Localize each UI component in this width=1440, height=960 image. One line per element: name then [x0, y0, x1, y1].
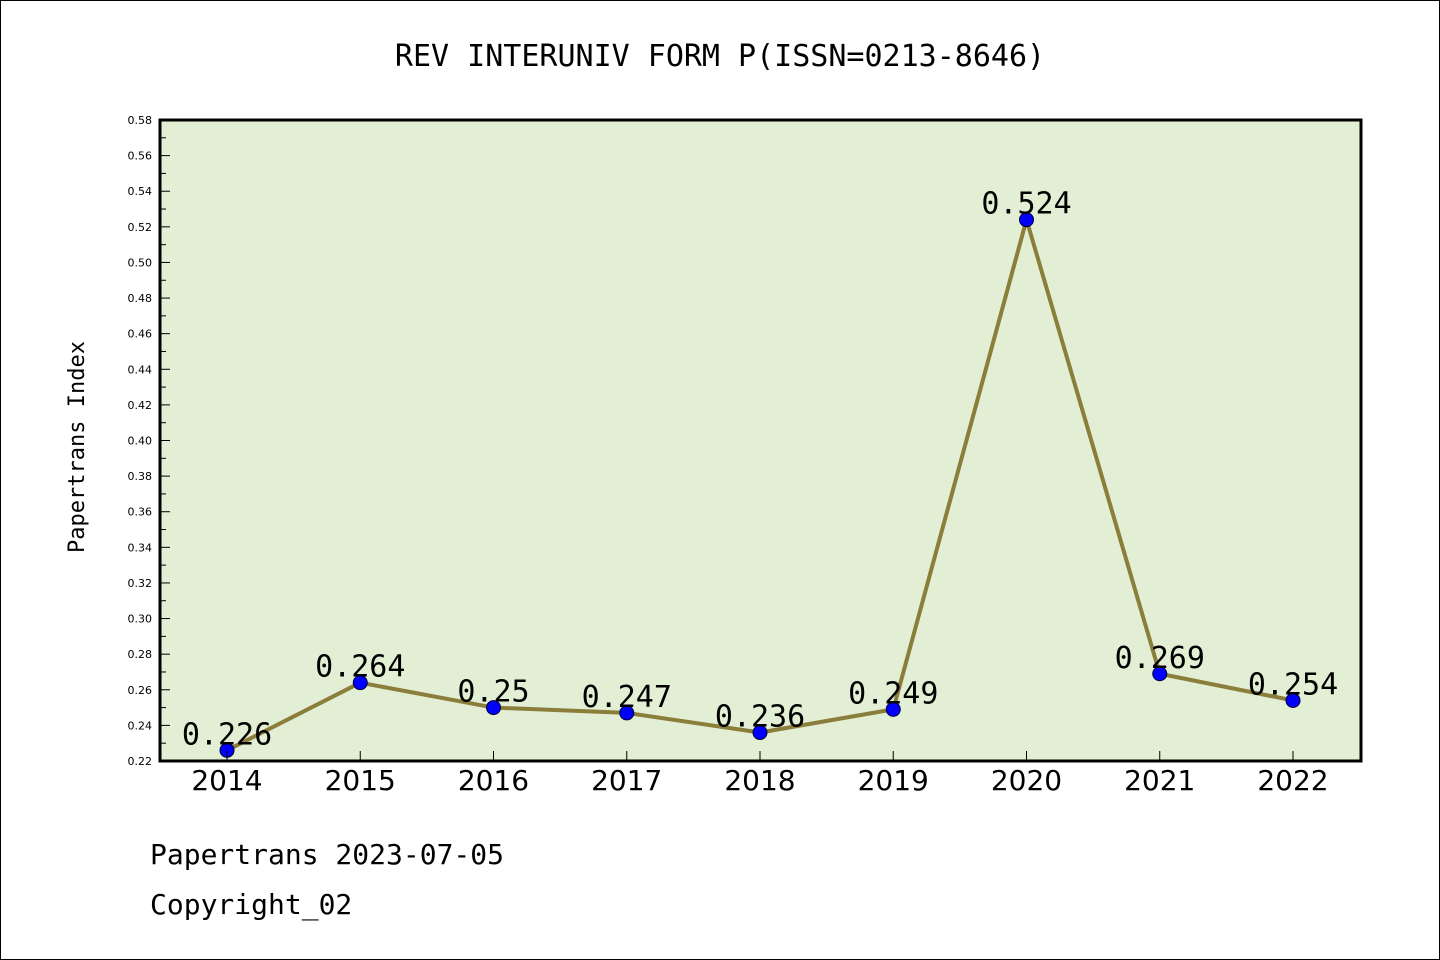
data-point-marker — [1152, 666, 1168, 682]
y-tick-label: 0.50 — [128, 256, 153, 269]
data-label: 0.236 — [715, 700, 805, 735]
data-label: 0.264 — [315, 650, 405, 685]
x-tick-label: 2022 — [1257, 764, 1328, 797]
y-tick-label: 0.36 — [128, 506, 153, 519]
data-label: 0.226 — [182, 717, 272, 752]
y-tick-label: 0.54 — [128, 185, 153, 198]
x-tick-label: 2021 — [1124, 764, 1195, 797]
x-tick-label: 2015 — [325, 764, 396, 797]
plot-area — [160, 120, 1361, 761]
data-point-marker — [352, 675, 368, 691]
footer-date: Papertrans 2023-07-05 — [150, 838, 504, 871]
x-tick-label: 2020 — [991, 764, 1062, 797]
x-tick-label: 2016 — [458, 764, 529, 797]
y-tick-label: 0.42 — [128, 399, 153, 412]
y-tick-label: 0.46 — [128, 328, 153, 341]
x-tick-label: 2019 — [858, 764, 929, 797]
plot-border — [158, 118, 1363, 763]
x-tick-label: 2014 — [191, 764, 262, 797]
y-axis: 0.22 0.24 0.26 0.28 0.30 0.32 0.34 0.36 0.38 0.40… — [128, 114, 170, 768]
data-marker-group — [219, 212, 1301, 758]
y-tick-label: 0.22 — [128, 755, 153, 768]
y-axis-label: Papertrans Index — [65, 341, 90, 553]
y-tick-label: 0.52 — [128, 221, 153, 234]
data-label: 0.524 — [981, 187, 1071, 222]
data-label: 0.269 — [1115, 641, 1205, 676]
y-tick-label: 0.34 — [128, 541, 153, 554]
data-label: 0.247 — [582, 680, 672, 715]
y-tick-label: 0.38 — [128, 470, 153, 483]
data-point-marker — [752, 725, 768, 741]
y-tick-label: 0.44 — [128, 363, 153, 376]
y-tick-label: 0.30 — [128, 613, 153, 626]
data-point-marker — [486, 700, 501, 716]
data-point-marker — [885, 701, 901, 717]
y-tick-label: 0.48 — [128, 292, 153, 305]
x-tick-label: 2017 — [591, 764, 662, 797]
y-tick-label: 0.28 — [128, 648, 153, 661]
data-label: 0.25 — [457, 675, 529, 710]
y-tick-label: 0.40 — [128, 435, 153, 448]
data-point-marker — [1019, 212, 1034, 228]
y-tick-label: 0.24 — [128, 719, 153, 732]
footer-copyright: Copyright_02 — [150, 888, 352, 922]
x-axis: 2014 2015 2016 2017 2018 2019 2020 2021 2022 — [191, 751, 1329, 797]
data-point-marker — [619, 705, 635, 721]
y-tick-label: 0.58 — [128, 114, 153, 127]
y-tick-label: 0.56 — [128, 150, 153, 163]
data-label: 0.249 — [848, 676, 938, 711]
data-label: 0.254 — [1248, 667, 1338, 702]
x-tick-label: 2018 — [724, 764, 795, 797]
chart-title: REV INTERUNIV FORM P(ISSN=0213-8646) — [395, 39, 1045, 74]
y-tick-label: 0.32 — [128, 577, 153, 590]
data-label-group: 0.226 0.264 0.25 0.247 0.236 0.249 0.524 0.269 0… — [182, 187, 1338, 753]
data-point-marker — [1285, 692, 1301, 708]
y-tick-label: 0.26 — [128, 684, 153, 697]
